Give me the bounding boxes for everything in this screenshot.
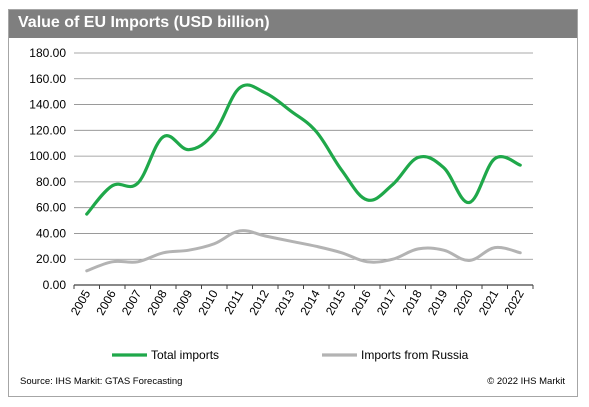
y-tick-label: 100.00	[29, 149, 66, 163]
y-tick-label: 60.00	[36, 201, 66, 215]
x-tick-label: 2021	[476, 287, 502, 317]
y-tick-label: 120.00	[29, 123, 66, 137]
x-tick-label: 2016	[348, 287, 374, 317]
legend-label-total-imports: Total imports	[151, 348, 219, 362]
x-tick-label: 2018	[399, 287, 425, 317]
y-tick-label: 20.00	[36, 252, 66, 266]
series-line-total-imports	[85, 83, 522, 216]
series-line-imports-from-russia	[85, 229, 522, 273]
x-tick-label: 2015	[323, 287, 349, 317]
legend-label-imports-from-russia: Imports from Russia	[361, 348, 469, 362]
x-tick-label: 2017	[374, 287, 400, 317]
chart-title: Value of EU Imports (USD billion)	[18, 14, 270, 31]
legend: Total imports Imports from Russia	[112, 348, 469, 362]
x-tick-label: 2013	[272, 287, 298, 317]
y-tick-label: 180.00	[29, 46, 66, 60]
x-tick-label: 2005	[68, 287, 94, 317]
chart-frame: Value of EU Imports (USD billion)	[8, 9, 578, 397]
x-tick-label: 2011	[221, 287, 246, 317]
x-tick-label: 2006	[93, 287, 119, 317]
x-axis-ticks: 2005 2006 2007 2008 2009 2010 2011 2012 2013 2014…	[68, 287, 527, 317]
x-tick-label: 2007	[119, 287, 145, 317]
x-tick-label: 2008	[144, 287, 170, 317]
title-bar: Value of EU Imports (USD billion)	[9, 10, 577, 38]
x-tick-label: 2019	[425, 287, 451, 317]
x-tick-label: 2020	[450, 287, 476, 317]
x-tick-label: 2014	[297, 287, 323, 317]
x-tick-label: 2010	[195, 287, 221, 317]
series-lines	[85, 83, 522, 273]
y-tick-label: 40.00	[36, 226, 66, 240]
x-tick-label: 2012	[246, 287, 272, 317]
source-note: Source: IHS Markit: GTAS Forecasting	[20, 376, 183, 387]
y-tick-label: 160.00	[29, 72, 66, 86]
y-tick-label: 80.00	[36, 175, 66, 189]
x-tick-label: 2022	[501, 287, 527, 317]
grid-lines	[73, 52, 534, 289]
copyright-note: © 2022 IHS Markit	[487, 376, 565, 387]
y-axis-ticks: 0.00 20.00 40.00 60.00 80.00 100.00 120.00 140.…	[29, 46, 66, 292]
y-tick-label: 0.00	[43, 278, 67, 292]
y-tick-label: 140.00	[29, 98, 66, 112]
x-tick-label: 2009	[170, 287, 196, 317]
